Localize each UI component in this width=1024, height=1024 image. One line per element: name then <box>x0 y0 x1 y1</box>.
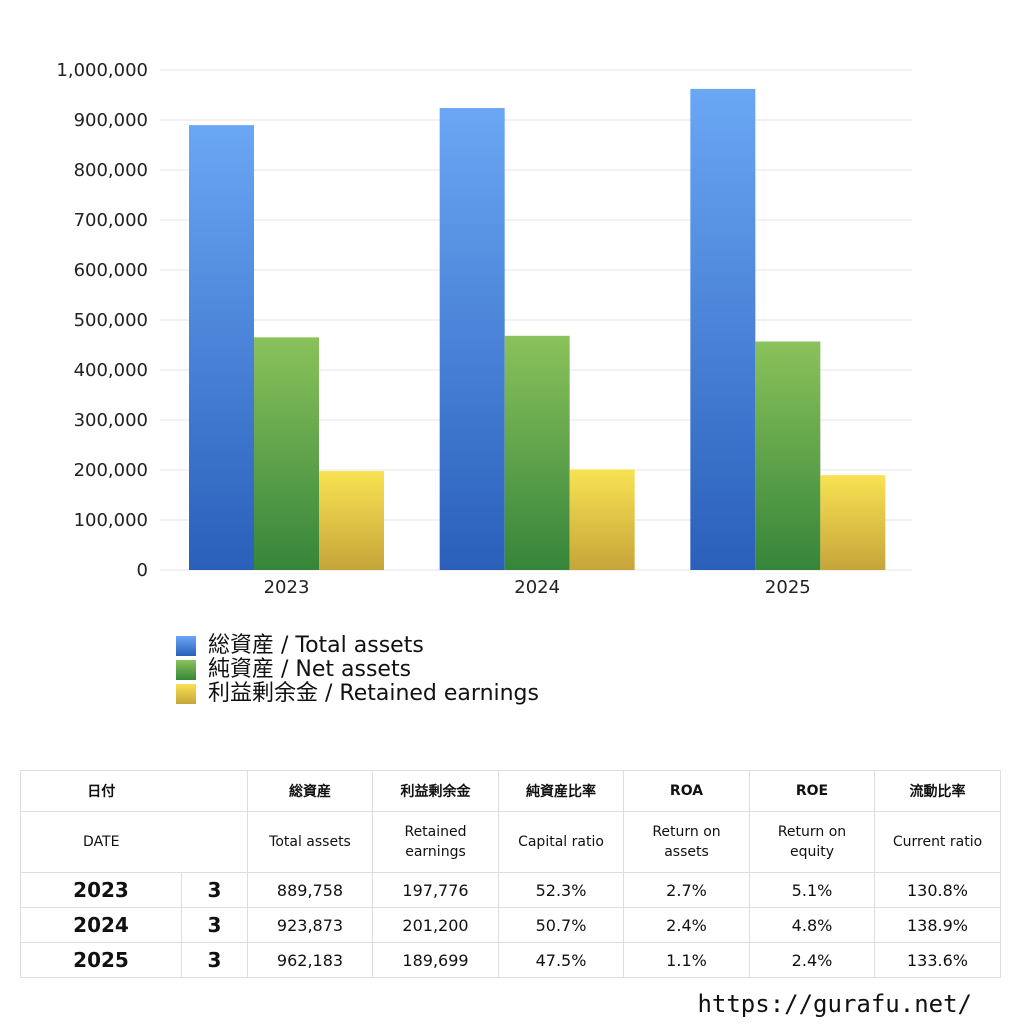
row-month: 3 <box>181 907 248 943</box>
table-cell: 923,873 <box>247 907 373 943</box>
row-year: 2023 <box>20 872 182 908</box>
header-cell <box>181 811 248 873</box>
header-cell: Return on assets <box>623 811 750 873</box>
legend-label: 総資産 / Total assets <box>208 633 424 658</box>
table-cell: 2.4% <box>749 942 875 978</box>
row-year: 2024 <box>20 907 182 943</box>
header-cell: Capital ratio <box>498 811 624 873</box>
header-cell: 日付 <box>20 770 182 812</box>
table-cell: 133.6% <box>874 942 1001 978</box>
header-cell: 利益剰余金 <box>372 770 499 812</box>
y-tick-label: 600,000 <box>74 260 148 281</box>
table-header-en: DATE Total assets Retained earnings Capi… <box>20 811 1001 873</box>
table-cell: 138.9% <box>874 907 1001 943</box>
x-axis-ticks: 2023 2024 2025 <box>264 577 811 598</box>
bar <box>319 471 384 570</box>
table-cell: 201,200 <box>372 907 499 943</box>
header-cell: 純資産比率 <box>498 770 624 812</box>
bar <box>189 125 254 570</box>
y-tick-label: 700,000 <box>74 210 148 231</box>
legend-label: 純資産 / Net assets <box>208 657 412 682</box>
x-tick-label: 2023 <box>264 577 310 598</box>
row-month: 3 <box>181 872 248 908</box>
table-cell: 5.1% <box>749 872 875 908</box>
table-cell: 130.8% <box>874 872 1001 908</box>
header-cell: 総資産 <box>247 770 373 812</box>
table-cell: 50.7% <box>498 907 624 943</box>
y-axis-ticks: 0 100,000 200,000 300,000 400,000 500,000 600,… <box>56 60 148 581</box>
header-cell <box>181 770 248 812</box>
y-tick-label: 500,000 <box>74 310 148 331</box>
x-tick-label: 2025 <box>765 577 811 598</box>
table-cell: 889,758 <box>247 872 373 908</box>
bar <box>439 108 505 570</box>
table-row: 2025 3 962,183 189,699 47.5% 1.1% 2.4% 1… <box>20 942 1001 978</box>
table-cell: 189,699 <box>372 942 499 978</box>
table-cell: 197,776 <box>372 872 499 908</box>
y-tick-label: 100,000 <box>74 510 148 531</box>
table-cell: 4.8% <box>749 907 875 943</box>
table-row: 2024 3 923,873 201,200 50.7% 2.4% 4.8% 1… <box>20 907 1001 943</box>
header-cell: Total assets <box>247 811 373 873</box>
bar-chart: 0 100,000 200,000 300,000 400,000 500,000 600,… <box>56 60 912 598</box>
bar <box>504 335 570 570</box>
legend-item-total-assets: 総資産 / Total assets <box>176 634 539 658</box>
legend: 総資産 / Total assets 純資産 / Net assets 利益剰余… <box>176 634 539 706</box>
y-tick-label: 900,000 <box>74 110 148 131</box>
header-cell: Return on equity <box>749 811 875 873</box>
table-cell: 962,183 <box>247 942 373 978</box>
legend-swatch-net-assets <box>176 660 196 680</box>
legend-swatch-retained-earnings <box>176 684 196 704</box>
y-tick-label: 200,000 <box>74 460 148 481</box>
header-cell: Current ratio <box>874 811 1001 873</box>
table-cell: 2.4% <box>623 907 750 943</box>
legend-swatch-total-assets <box>176 636 196 656</box>
y-tick-label: 300,000 <box>74 410 148 431</box>
financial-table: 日付 総資産 利益剰余金 純資産比率 ROA ROE 流動比率 DATE Tot… <box>20 770 1001 978</box>
table-cell: 47.5% <box>498 942 624 978</box>
bars <box>189 88 886 570</box>
table-row: 2023 3 889,758 197,776 52.3% 2.7% 5.1% 1… <box>20 872 1001 908</box>
y-tick-label: 800,000 <box>74 160 148 181</box>
y-tick-label: 400,000 <box>74 360 148 381</box>
bar <box>569 469 635 570</box>
table-header-jp: 日付 総資産 利益剰余金 純資産比率 ROA ROE 流動比率 <box>20 770 1001 812</box>
bar <box>690 88 756 570</box>
header-cell: ROA <box>623 770 750 812</box>
bar <box>755 341 821 570</box>
header-cell: ROE <box>749 770 875 812</box>
table-cell: 52.3% <box>498 872 624 908</box>
bar <box>254 337 319 570</box>
legend-item-retained-earnings: 利益剰余金 / Retained earnings <box>176 682 539 706</box>
row-year: 2025 <box>20 942 182 978</box>
header-cell: DATE <box>20 811 182 873</box>
header-cell: 流動比率 <box>874 770 1001 812</box>
y-tick-label: 1,000,000 <box>56 60 148 81</box>
bar <box>820 475 886 570</box>
row-month: 3 <box>181 942 248 978</box>
legend-label: 利益剰余金 / Retained earnings <box>208 681 539 706</box>
table-cell: 1.1% <box>623 942 750 978</box>
site-url[interactable]: https://gurafu.net/ <box>697 990 972 1018</box>
legend-item-net-assets: 純資産 / Net assets <box>176 658 539 682</box>
y-tick-label: 0 <box>137 560 148 581</box>
x-tick-label: 2024 <box>514 577 560 598</box>
table-cell: 2.7% <box>623 872 750 908</box>
header-cell: Retained earnings <box>372 811 499 873</box>
